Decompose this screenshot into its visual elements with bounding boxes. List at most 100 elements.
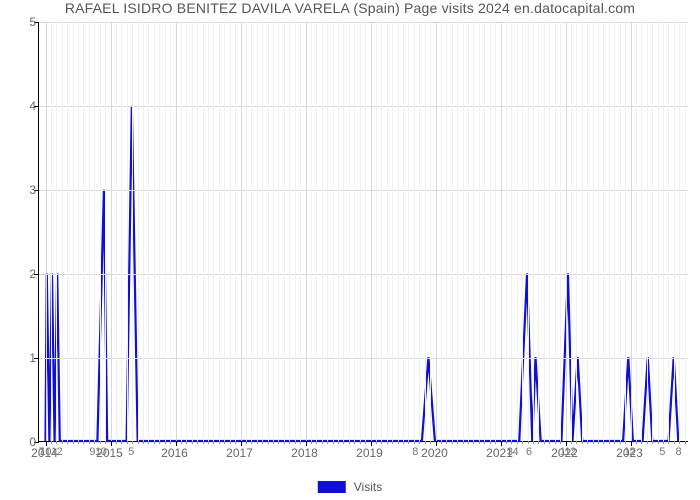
gridline-v-minor	[300, 22, 301, 441]
xtick-mark-minor	[213, 441, 214, 444]
xtick-mark-minor	[549, 441, 550, 444]
gridline-v-minor	[463, 22, 464, 441]
xtick-mark-minor	[138, 441, 139, 444]
xtick-mark-minor	[495, 441, 496, 444]
xtick-mark-minor	[408, 441, 409, 444]
gridline-v-minor	[468, 22, 469, 441]
xtick-mark-minor	[219, 441, 220, 444]
gridline-v-minor	[441, 22, 442, 441]
gridline-v-minor	[511, 22, 512, 441]
gridline-v-minor	[148, 22, 149, 441]
xtick-mark-minor	[452, 441, 453, 444]
gridline-v-minor	[165, 22, 166, 441]
xtick-mark-minor	[528, 441, 529, 444]
gridline-v-minor	[452, 22, 453, 441]
gridline-v-major	[371, 22, 372, 441]
gridline-v-minor	[430, 22, 431, 441]
gridline-v-major	[631, 22, 632, 441]
gridline-v-minor	[262, 22, 263, 441]
xtick-mark-minor	[360, 441, 361, 444]
xtick-mark-minor	[674, 441, 675, 444]
xtick-mark-minor	[284, 441, 285, 444]
xtick-mark-minor	[51, 441, 52, 444]
gridline-v-minor	[311, 22, 312, 441]
gridline-v-minor	[490, 22, 491, 441]
gridline-v-minor	[506, 22, 507, 441]
xtick-mark-minor	[555, 441, 556, 444]
xtick-label-minor: 1012	[40, 446, 62, 458]
xtick-mark-minor	[484, 441, 485, 444]
xtick-mark-minor	[159, 441, 160, 444]
xtick-mark-minor	[278, 441, 279, 444]
gridline-v-minor	[544, 22, 545, 441]
xtick-mark-minor	[641, 441, 642, 444]
gridline-v-minor	[560, 22, 561, 441]
gridline-v-minor	[425, 22, 426, 441]
gridline-v-minor	[582, 22, 583, 441]
ytick-label: 5	[6, 15, 36, 29]
xtick-mark-minor	[511, 441, 512, 444]
xtick-mark-minor	[522, 441, 523, 444]
gridline-v-minor	[663, 22, 664, 441]
xtick-mark-minor	[647, 441, 648, 444]
gridline-v-minor	[538, 22, 539, 441]
xtick-mark-minor	[587, 441, 588, 444]
legend: Visits	[318, 480, 382, 494]
gridline-v-minor	[132, 22, 133, 441]
xtick-mark-minor	[533, 441, 534, 444]
xtick-label-minor: 112	[560, 446, 576, 458]
gridline-v-minor	[484, 22, 485, 441]
gridline-v-major	[46, 22, 47, 441]
gridline-v-minor	[224, 22, 225, 441]
gridline-v-minor	[121, 22, 122, 441]
xtick-label-minor: 8	[412, 446, 418, 458]
xtick-mark-minor	[457, 441, 458, 444]
xtick-mark-minor	[387, 441, 388, 444]
xtick-mark-minor	[636, 441, 637, 444]
gridline-v-minor	[528, 22, 529, 441]
gridline-v-minor	[235, 22, 236, 441]
gridline-v-minor	[473, 22, 474, 441]
gridline-v-minor	[56, 22, 57, 441]
xtick-mark-minor	[560, 441, 561, 444]
gridline-v-minor	[392, 22, 393, 441]
xtick-mark-minor	[544, 441, 545, 444]
xtick-mark-minor	[78, 441, 79, 444]
xtick-mark-minor	[620, 441, 621, 444]
gridline-v-minor	[614, 22, 615, 441]
legend-label: Visits	[354, 480, 382, 494]
gridline-v-minor	[127, 22, 128, 441]
xtick-label-minor: 5	[659, 446, 665, 458]
gridline-h	[39, 190, 688, 191]
xtick-mark-minor	[679, 441, 680, 444]
gridline-v-minor	[679, 22, 680, 441]
gridline-v-minor	[479, 22, 480, 441]
gridline-v-minor	[67, 22, 68, 441]
xtick-mark-minor	[148, 441, 149, 444]
gridline-v-minor	[295, 22, 296, 441]
gridline-v-major	[111, 22, 112, 441]
legend-swatch	[318, 481, 346, 493]
xtick-mark-minor	[316, 441, 317, 444]
gridline-v-minor	[376, 22, 377, 441]
gridline-v-minor	[419, 22, 420, 441]
gridline-v-minor	[685, 22, 686, 441]
gridline-v-minor	[316, 22, 317, 441]
xtick-mark-minor	[333, 441, 334, 444]
xtick-mark-minor	[446, 441, 447, 444]
gridline-v-minor	[105, 22, 106, 441]
gridline-h	[39, 274, 688, 275]
xtick-mark-minor	[208, 441, 209, 444]
xtick-mark-minor	[203, 441, 204, 444]
xtick-mark-minor	[625, 441, 626, 444]
gridline-v-minor	[278, 22, 279, 441]
xtick-mark-minor	[235, 441, 236, 444]
xtick-mark-minor	[614, 441, 615, 444]
xtick-mark-minor	[154, 441, 155, 444]
xtick-label-minor: 5	[128, 446, 134, 458]
gridline-v-minor	[62, 22, 63, 441]
xtick-mark-minor	[468, 441, 469, 444]
xtick-label-minor: 910	[89, 446, 106, 458]
gridline-v-minor	[414, 22, 415, 441]
xtick-mark-minor	[143, 441, 144, 444]
